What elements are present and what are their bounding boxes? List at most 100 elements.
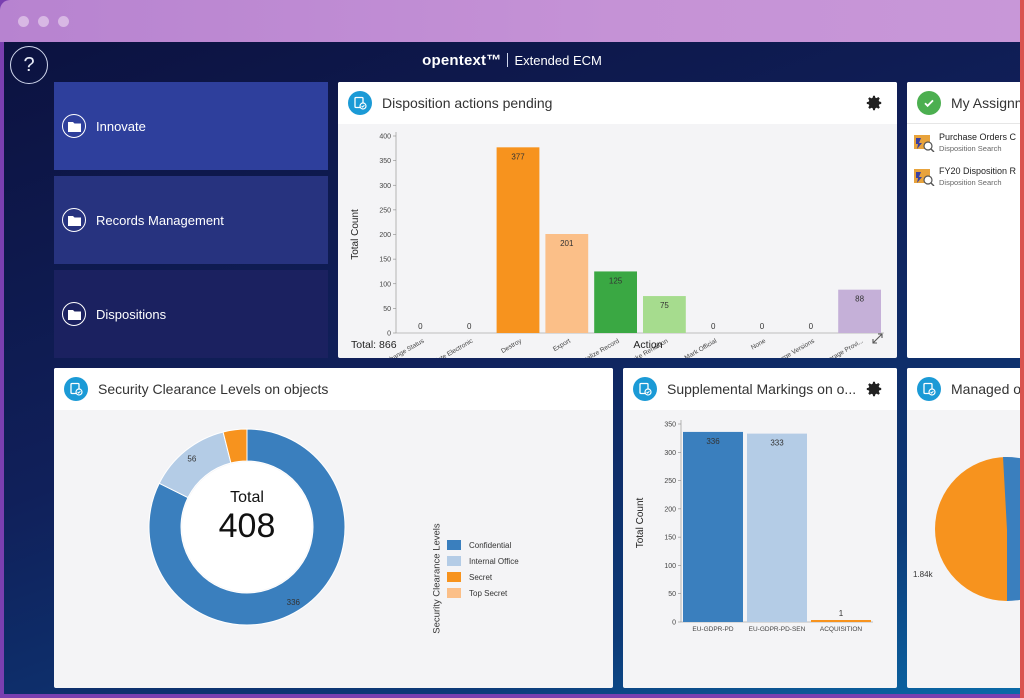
- app-container: ? opentext™ Extended ECM Innovate Records…: [4, 42, 1020, 694]
- y-tick-label: 100: [379, 281, 391, 288]
- supplemental-markings-card: Supplemental Markings on o... 0 50 100 150 2…: [623, 368, 897, 688]
- disposition-actions-card: Disposition actions pending 0 50 100 150 200…: [338, 82, 897, 358]
- card-title: Supplemental Markings on o...: [667, 381, 857, 397]
- x-axis-label: Action: [633, 339, 662, 351]
- y-tick-label: 250: [379, 207, 391, 214]
- legend-title: Security Clearance Levels: [431, 523, 443, 634]
- brand-header: opentext™ Extended ECM: [4, 52, 1020, 70]
- assignment-item[interactable]: FY20 Disposition R Disposition Search: [913, 166, 1016, 187]
- x-tick-label: Mark Official: [684, 337, 719, 358]
- y-axis-label: Total Count: [635, 497, 646, 548]
- managed-objects-card: Managed obj 1.84k: [907, 368, 1020, 688]
- gear-icon[interactable]: [865, 94, 883, 112]
- bar-update-storage-provi-: [838, 289, 881, 333]
- disposition-search-icon: [914, 169, 935, 186]
- records-icon: [917, 377, 941, 401]
- y-tick-label: 250: [664, 478, 676, 485]
- bar-eu-gdpr-pd: [683, 431, 743, 622]
- supplemental-bar-chart: 0 50 100 150 200 250 300 350 336 EU-GDPR-PD 333 EU-…: [635, 420, 873, 633]
- bar-value-label: 0: [809, 322, 814, 331]
- x-tick-label: Export: [552, 338, 572, 354]
- legend-swatch: [447, 572, 461, 582]
- bar-value-label: 1: [839, 609, 844, 618]
- managed-pie-slice-orange: [935, 457, 1007, 601]
- y-tick-label: 200: [379, 232, 391, 239]
- x-tick-label: EU-GDPR-PD: [692, 626, 733, 633]
- window-edge: [1020, 0, 1024, 698]
- legend-swatch: [447, 540, 461, 550]
- card-header: Supplemental Markings on o...: [623, 368, 897, 410]
- expand-icon[interactable]: [872, 333, 883, 344]
- x-tick-label: Delete Electronic: [428, 337, 475, 358]
- donut-value-label: 336: [287, 598, 301, 607]
- y-tick-label: 400: [379, 134, 391, 141]
- opentext-logo: opentext™: [422, 52, 502, 69]
- donut-center-value: 408: [218, 507, 276, 545]
- y-tick-label: 0: [387, 331, 391, 338]
- y-tick-label: 350: [379, 158, 391, 165]
- y-tick-label: 200: [664, 506, 676, 513]
- bar-value-label: 336: [706, 437, 720, 446]
- nav-tile-records-management[interactable]: Records Management: [54, 176, 328, 264]
- legend-swatch: [447, 588, 461, 598]
- bar-value-label: 0: [467, 322, 472, 331]
- window-maximize-button[interactable]: [58, 16, 69, 27]
- y-axis-label: Total Count: [350, 209, 361, 260]
- folder-icon: [62, 208, 86, 232]
- y-tick-label: 350: [664, 422, 676, 429]
- card-title: Disposition actions pending: [382, 95, 553, 111]
- window-close-button[interactable]: [18, 16, 29, 27]
- legend-label: Confidential: [469, 540, 512, 550]
- donut-hole: [182, 462, 312, 592]
- bar-value-label: 88: [855, 295, 864, 304]
- legend-item[interactable]: Secret: [447, 572, 492, 582]
- bar-value-label: 125: [609, 276, 623, 285]
- nav-tile-innovate[interactable]: Innovate: [54, 82, 328, 170]
- help-button[interactable]: ?: [10, 46, 48, 84]
- bar-finalize-record: [594, 271, 637, 333]
- bar-value-label: 333: [770, 439, 784, 448]
- managed-value-label: 1.84k: [913, 570, 933, 579]
- y-tick-label: 100: [664, 563, 676, 570]
- assignment-subtitle: Disposition Search: [939, 178, 1002, 187]
- x-tick-label: Purge Versions: [774, 337, 816, 358]
- donut-slice-secret: [222, 428, 248, 464]
- legend-item[interactable]: Top Secret: [447, 588, 507, 598]
- window-minimize-button[interactable]: [38, 16, 49, 27]
- managed-pie-slice-blue: [1007, 457, 1020, 601]
- bar-export: [545, 234, 589, 333]
- records-icon: [64, 377, 88, 401]
- bar-destroy: [496, 147, 540, 333]
- disposition-search-icon: [914, 135, 935, 152]
- managed-pie-slice-blue-edge: [1003, 457, 1007, 530]
- legend-label: Secret: [469, 572, 493, 582]
- nav-tile-dispositions[interactable]: Dispositions: [54, 270, 328, 358]
- legend-item[interactable]: Confidential: [447, 540, 511, 550]
- y-tick-label: 50: [668, 591, 676, 598]
- assignment-item[interactable]: Purchase Orders C Disposition Search: [913, 132, 1016, 153]
- assignment-title: Purchase Orders C: [939, 132, 1017, 142]
- card-title: Security Clearance Levels on objects: [98, 381, 329, 397]
- records-icon: [633, 377, 657, 401]
- legend-swatch: [447, 556, 461, 566]
- bar-value-label: 0: [760, 322, 765, 331]
- card-title: My Assignme: [951, 94, 1020, 111]
- bar-value-label: 75: [660, 301, 669, 310]
- folder-icon: [62, 302, 86, 326]
- x-tick-label: None: [750, 337, 767, 351]
- security-clearance-card: Security Clearance Levels on objects 336…: [54, 368, 613, 688]
- legend-item[interactable]: Internal Office: [447, 556, 519, 566]
- y-tick-label: 300: [379, 183, 391, 190]
- product-name: Extended ECM: [514, 53, 602, 68]
- bar-acquisition: [811, 620, 871, 622]
- donut-value-label: 56: [187, 454, 196, 463]
- managed-pie-chart: [935, 457, 1020, 601]
- legend-label: Top Secret: [469, 588, 508, 598]
- records-icon: [348, 91, 372, 115]
- card-title: Managed obj: [951, 381, 1020, 397]
- gear-icon[interactable]: [865, 380, 883, 398]
- y-tick-label: 300: [664, 450, 676, 457]
- window-titlebar: [0, 0, 1024, 42]
- bar-value-label: 0: [418, 322, 423, 331]
- card-header: My Assignme: [907, 82, 1020, 124]
